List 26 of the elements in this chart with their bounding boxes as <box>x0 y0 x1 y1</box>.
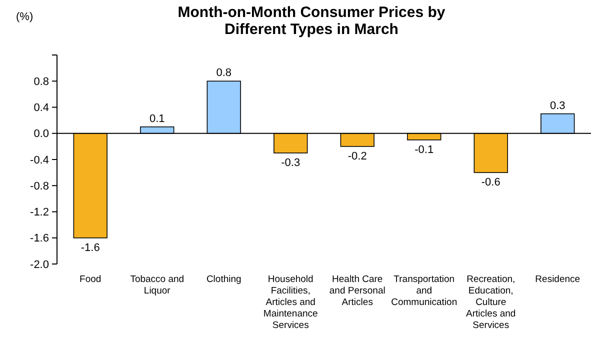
x-tick-label: Clothing <box>206 274 242 285</box>
y-tick-label: -0.8 <box>30 180 49 192</box>
data-label: -0.1 <box>414 144 434 156</box>
y-tick-label: 0.0 <box>34 128 49 140</box>
data-label: 0.3 <box>550 100 566 112</box>
x-tick-label: Tobacco and Liquor <box>130 274 184 296</box>
data-label: 0.8 <box>216 67 232 80</box>
y-tick-label: 0.8 <box>34 76 49 88</box>
x-tick-label: Residence <box>535 274 580 285</box>
x-tick-label: Food <box>80 274 102 285</box>
x-tick-label: Household Facilities, Articles and Maintenance Services <box>263 274 318 331</box>
y-axis-title: (%) <box>16 11 34 23</box>
data-label: -0.3 <box>281 156 300 169</box>
y-tick-label: -1.6 <box>30 232 49 245</box>
x-tick-label: Health Care and Personal Articles <box>329 274 386 308</box>
data-label: -0.2 <box>348 150 367 162</box>
y-tick-label: -1.2 <box>30 206 49 219</box>
y-tick-label: 0.4 <box>34 102 49 114</box>
x-tick-label: Transportation and Communication <box>391 274 458 308</box>
data-label: -0.6 <box>481 176 500 189</box>
x-tick-label: Recreation, Education, Culture Articles and Services <box>466 274 516 331</box>
y-tick-label: -0.4 <box>30 154 49 166</box>
data-label: -1.6 <box>80 242 100 254</box>
data-label: 0.1 <box>149 112 165 125</box>
chart-title: Month-on-Month Consumer Prices by Different Types in March <box>178 4 446 38</box>
y-tick-label: -2.0 <box>30 258 49 271</box>
